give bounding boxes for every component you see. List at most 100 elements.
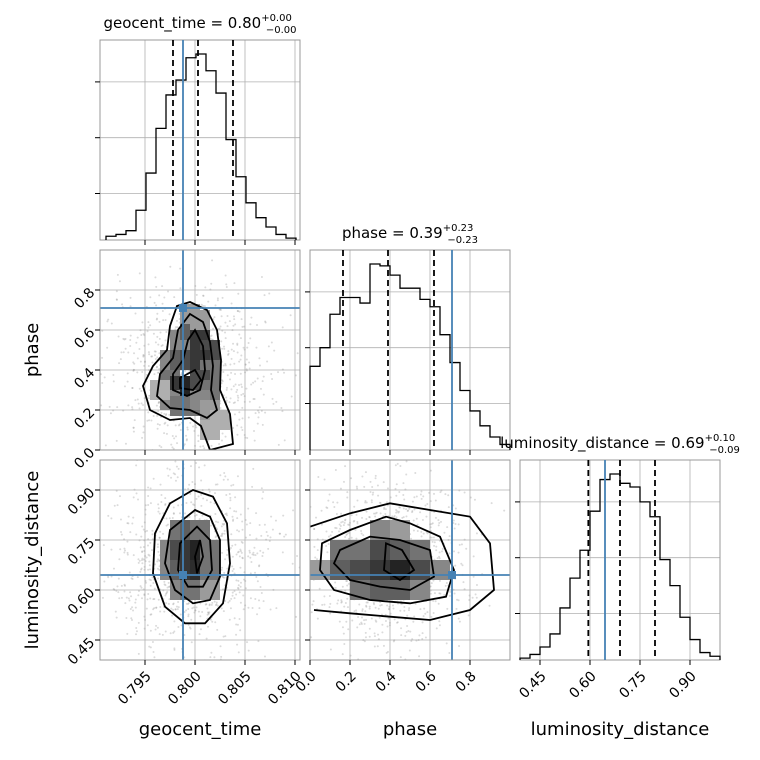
scatter-point <box>115 489 118 492</box>
scatter-point <box>165 592 168 595</box>
x-tick-label: 0.2 <box>333 668 360 695</box>
scatter-point <box>402 494 405 497</box>
scatter-point <box>425 515 428 518</box>
scatter-point <box>255 324 258 327</box>
scatter-point <box>378 501 381 504</box>
scatter-point <box>437 602 440 605</box>
scatter-point <box>471 596 474 599</box>
scatter-point <box>141 477 143 479</box>
scatter-point <box>189 465 192 468</box>
scatter-point <box>200 479 203 482</box>
scatter-point <box>230 533 233 536</box>
scatter-point <box>103 580 106 583</box>
scatter-point <box>289 314 292 317</box>
scatter-point <box>202 497 205 500</box>
density-cell <box>200 560 220 580</box>
scatter-point <box>147 351 150 354</box>
scatter-point <box>216 628 219 631</box>
scatter-point <box>438 620 441 623</box>
scatter-point <box>237 587 240 590</box>
scatter-point <box>263 523 266 526</box>
scatter-point <box>398 506 401 509</box>
scatter-point <box>292 509 295 512</box>
scatter-point <box>101 356 104 359</box>
scatter-point <box>209 501 212 504</box>
scatter-point <box>137 652 140 655</box>
scatter-point <box>150 419 153 422</box>
scatter-point <box>156 543 159 546</box>
scatter-point <box>129 591 132 594</box>
scatter-point <box>147 538 150 541</box>
title-lower-error: −0.09 <box>709 445 740 456</box>
scatter-point <box>147 495 150 498</box>
scatter-point <box>423 607 426 610</box>
scatter-point <box>421 638 424 641</box>
scatter-point <box>338 620 341 623</box>
scatter-point <box>235 593 238 596</box>
scatter-point <box>315 516 318 519</box>
scatter-point <box>207 488 210 491</box>
title-value: luminosity_distance = 0.69 <box>500 434 704 453</box>
scatter-point <box>372 491 375 494</box>
scatter-point <box>400 634 403 637</box>
scatter-point <box>117 577 120 580</box>
scatter-point <box>406 510 409 513</box>
scatter-point <box>142 558 145 561</box>
scatter-point <box>263 655 266 658</box>
scatter-point <box>100 404 103 407</box>
scatter-point <box>263 294 266 297</box>
contour-line <box>152 489 231 625</box>
scatter-point <box>152 598 155 601</box>
scatter-point <box>222 364 225 367</box>
scatter-point <box>137 594 140 597</box>
scatter-point <box>153 354 156 357</box>
scatter-point <box>368 605 371 608</box>
scatter-point <box>165 524 168 527</box>
title-value: geocent_time = 0.80 <box>104 14 262 33</box>
scatter-point <box>168 313 171 316</box>
scatter-point <box>238 360 241 363</box>
scatter-point <box>429 469 432 472</box>
scatter-point <box>448 552 451 555</box>
scatter-point <box>116 273 119 276</box>
scatter-point <box>214 604 217 607</box>
scatter-point <box>219 535 222 538</box>
scatter-point <box>269 536 272 539</box>
scatter-point <box>393 639 396 642</box>
scatter-point <box>145 556 148 559</box>
scatter-point <box>155 285 158 288</box>
scatter-point <box>211 259 214 262</box>
scatter-point <box>453 592 456 595</box>
scatter-point <box>148 419 151 422</box>
scatter-point <box>143 397 146 400</box>
scatter-point <box>193 429 196 432</box>
scatter-point <box>346 606 349 609</box>
scatter-point <box>374 477 377 480</box>
panel-frame <box>99 39 301 241</box>
scatter-point <box>353 519 356 522</box>
scatter-point <box>126 551 129 554</box>
scatter-point <box>341 520 344 523</box>
title-value: phase = 0.39 <box>342 224 443 242</box>
x-tick-label: 0.4 <box>373 668 400 695</box>
scatter-point <box>375 511 378 514</box>
scatter-point <box>344 518 347 521</box>
scatter-point <box>437 524 440 527</box>
scatter-point <box>131 578 134 581</box>
scatter-point <box>132 496 135 499</box>
scatter-point <box>347 537 350 540</box>
scatter-point <box>444 493 447 496</box>
scatter-point <box>151 355 154 358</box>
scatter-point <box>94 422 96 424</box>
scatter-point <box>364 499 367 502</box>
scatter-point <box>255 537 258 540</box>
scatter-point <box>218 327 221 330</box>
scatter-point <box>253 546 256 549</box>
scatter-point <box>158 633 161 636</box>
scatter-point <box>165 591 168 594</box>
scatter-point <box>142 588 145 591</box>
scatter-point <box>162 589 165 592</box>
scatter-point <box>126 522 129 525</box>
scatter-point <box>203 447 206 450</box>
scatter-point <box>249 597 252 600</box>
